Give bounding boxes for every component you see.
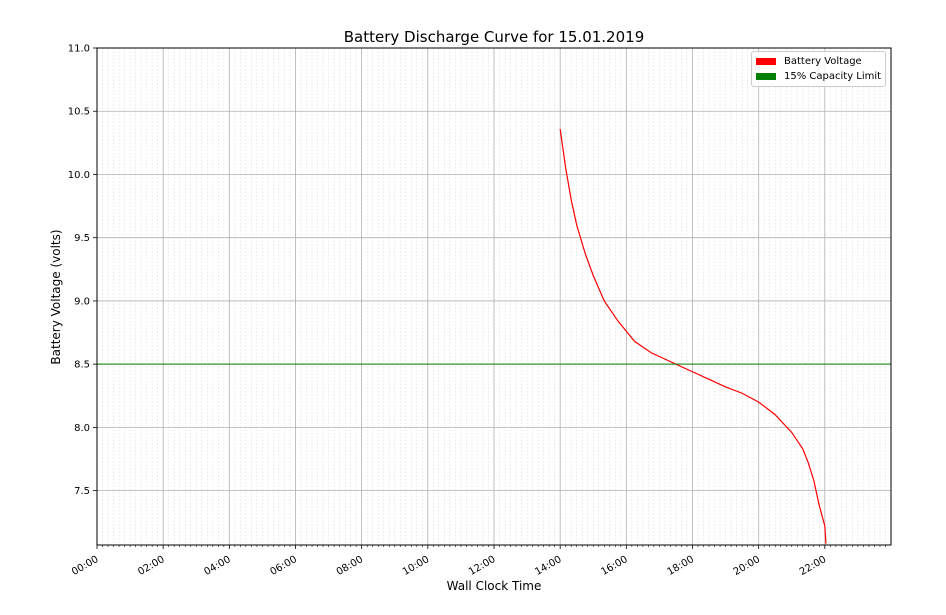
legend-swatch-battery-voltage: [756, 57, 776, 65]
x-tick-label: 06:00: [269, 554, 299, 578]
y-tick-label: 9.0: [74, 296, 90, 307]
x-tick-label: 20:00: [732, 554, 762, 578]
y-tick-label: 10.0: [68, 170, 90, 181]
x-tick-label: 22:00: [798, 554, 828, 578]
x-tick-label: 10:00: [401, 554, 431, 578]
x-tick-label: 14:00: [533, 554, 563, 578]
legend-label-capacity-limit: 15% Capacity Limit: [784, 71, 882, 82]
y-tick-label: 7.5: [74, 486, 90, 497]
chart-title: Battery Discharge Curve for 15.01.2019: [344, 28, 644, 46]
x-tick-label: 02:00: [136, 554, 166, 578]
legend-label-battery-voltage: Battery Voltage: [784, 56, 862, 67]
y-tick-label: 11.0: [68, 44, 90, 55]
x-axis: 00:00 02:00 04:00 06:00 08:00 10:00 12:00 14:00…: [70, 545, 886, 578]
legend-item-battery-voltage: Battery Voltage: [756, 56, 862, 68]
y-tick-label: 8.5: [74, 360, 90, 371]
y-tick-label: 9.5: [74, 233, 90, 244]
x-tick-label: 18:00: [666, 554, 696, 578]
x-tick-label: 12:00: [467, 554, 497, 578]
y-axis-label: Battery Voltage (volts): [49, 229, 63, 364]
x-axis-label: Wall Clock Time: [447, 579, 542, 593]
y-tick-label: 8.0: [74, 423, 90, 434]
x-tick-label: 00:00: [70, 554, 100, 578]
series-line-battery-voltage: [559, 128, 827, 544]
series-layer: [97, 128, 891, 544]
y-tick-label: 10.5: [68, 107, 90, 118]
legend: Battery Voltage 15% Capacity Limit: [751, 51, 886, 87]
x-tick-label: 16:00: [599, 554, 629, 578]
legend-item-capacity-limit: 15% Capacity Limit: [756, 71, 881, 83]
x-tick-label: 04:00: [202, 554, 232, 578]
x-tick-label: 08:00: [335, 554, 365, 578]
y-axis: 7.5 8.0 8.5 9.0 9.5 10.0 10.5 11.0: [68, 44, 97, 497]
minor-grid: [102, 48, 886, 545]
legend-swatch-capacity-limit: [756, 72, 776, 80]
